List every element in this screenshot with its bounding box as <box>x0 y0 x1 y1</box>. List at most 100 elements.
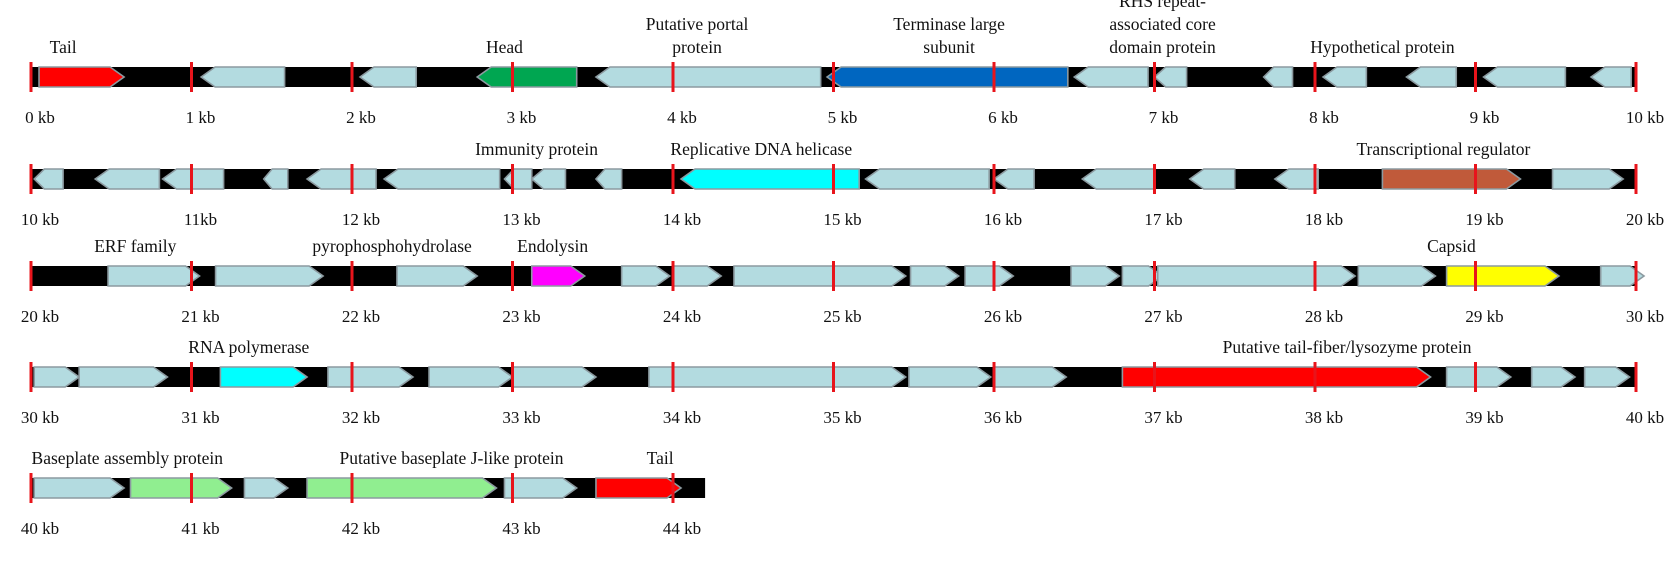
kb-tick <box>350 62 354 92</box>
kb-tick <box>1474 261 1477 291</box>
gene-arrow <box>1482 66 1567 88</box>
gene-arrow <box>1405 66 1458 88</box>
kb-tick <box>190 362 193 392</box>
kb-tick <box>190 473 193 503</box>
kb-tick <box>1153 362 1156 392</box>
gene-label-line: Endolysin <box>517 236 588 256</box>
gene-arrow <box>908 366 993 388</box>
kb-tick <box>350 473 354 503</box>
kb-tick-label: 13 kb <box>502 210 540 229</box>
gene-label-line: Transcriptional regulator <box>1356 139 1530 159</box>
kb-tick-label: 29 kb <box>1465 307 1503 326</box>
gene-arrow <box>1321 66 1368 88</box>
kb-tick-label: 8 kb <box>1309 108 1339 127</box>
gene-arrow <box>33 477 126 499</box>
kb-tick-label: 30 kb <box>21 408 59 427</box>
gene-label-line: Head <box>486 37 523 57</box>
gene-label: Tail <box>50 37 77 57</box>
gene-arrow <box>358 66 418 88</box>
gene-arrow <box>1188 168 1236 190</box>
gene-arrow <box>992 168 1035 190</box>
kb-tick-label: 26 kb <box>984 307 1022 326</box>
kb-tick-label: 36 kb <box>984 408 1022 427</box>
gene-arrow <box>1445 366 1513 388</box>
gene-label-line: Putative tail-fiber/lysozyme protein <box>1223 337 1472 357</box>
gene-label-line: Hypothetical protein <box>1310 37 1455 57</box>
kb-tick <box>511 164 514 194</box>
gene-arrow <box>327 366 415 388</box>
kb-tick <box>671 164 675 194</box>
gene-arrow <box>219 366 309 388</box>
kb-tick <box>1313 164 1317 194</box>
gene-arrow <box>306 477 498 499</box>
gene-arrow <box>428 366 514 388</box>
kb-tick-label: 14 kb <box>663 210 701 229</box>
gene-arrow <box>475 66 578 88</box>
kb-tick <box>29 362 33 392</box>
kb-tick-label: 23 kb <box>502 307 540 326</box>
kb-tick-label: 10 kb <box>1626 108 1664 127</box>
kb-tick <box>190 62 193 92</box>
kb-tick-label: 35 kb <box>823 408 861 427</box>
kb-tick-label: 12 kb <box>342 210 380 229</box>
gene-arrow <box>530 168 567 190</box>
kb-tick <box>190 164 193 194</box>
kb-tick <box>1474 362 1477 392</box>
gene-label: Immunity protein <box>475 139 598 159</box>
kb-tick <box>1313 62 1317 92</box>
kb-tick <box>511 62 514 92</box>
kb-tick-label: 4 kb <box>667 108 697 127</box>
gene-arrow <box>679 168 860 190</box>
gene-arrow <box>503 477 579 499</box>
kb-tick <box>1313 261 1317 291</box>
kb-tick-label: 30 kb <box>1626 307 1664 326</box>
gene-label: Head <box>486 37 523 57</box>
kb-tick <box>671 473 675 503</box>
gene-arrow <box>1080 168 1156 190</box>
kb-tick-label: 18 kb <box>1305 210 1343 229</box>
gene-arrow <box>595 477 683 499</box>
kb-tick <box>832 62 835 92</box>
gene-label-line: Putative baseplate J-like protein <box>339 448 563 468</box>
kb-tick-label: 44 kb <box>663 519 701 538</box>
genome-row-1: 0 kb 1 kb 2 kb 3 kb 4 kb 5 kb 6 kb 7 kb 8 kb 9 kb… <box>25 0 1664 127</box>
kb-tick-label: 25 kb <box>823 307 861 326</box>
gene-arrow <box>214 265 325 287</box>
kb-tick-label: 39 kb <box>1465 408 1503 427</box>
gene-label-line: RHS repeat- <box>1119 0 1206 11</box>
gene-arrow <box>1153 66 1188 88</box>
kb-tick-label: 2 kb <box>346 108 376 127</box>
gene-arrow <box>530 265 587 287</box>
kb-tick-label: 19 kb <box>1465 210 1503 229</box>
kb-tick-label: 41 kb <box>181 519 219 538</box>
gene-label: Putative portal protein <box>646 14 749 57</box>
kb-tick-label: 3 kb <box>507 108 537 127</box>
gene-label: Replicative DNA helicase <box>670 139 852 159</box>
kb-tick <box>190 261 193 291</box>
kb-tick <box>1474 164 1477 194</box>
gene-label-line: RNA polymerase <box>188 337 309 357</box>
gene-arrow <box>33 366 81 388</box>
gene-arrow <box>993 366 1068 388</box>
gene-label: ERF family <box>94 236 176 256</box>
gene-arrow <box>1070 265 1121 287</box>
gene-arrow <box>648 366 908 388</box>
kb-tick-label: 38 kb <box>1305 408 1343 427</box>
kb-tick <box>511 362 514 392</box>
genome-row-3: 20 kb 21 kb 22 kb 23 kb 24 kb 25 kb 26 kb 27 kb… <box>21 236 1664 326</box>
gene-label: RNA polymerase <box>188 337 309 357</box>
gene-label-line: subunit <box>923 37 975 57</box>
kb-tick-label: 15 kb <box>823 210 861 229</box>
kb-tick-label: 5 kb <box>828 108 858 127</box>
gene-label-line: Capsid <box>1427 236 1476 256</box>
gene-label-line: Tail <box>647 448 674 468</box>
kb-tick-label: 42 kb <box>342 519 380 538</box>
kb-tick <box>350 362 354 392</box>
gene-arrow <box>733 265 908 287</box>
gene-arrow <box>396 265 479 287</box>
gene-label-line: domain protein <box>1109 37 1216 57</box>
kb-tick <box>29 473 33 503</box>
gene-arrow <box>382 168 501 190</box>
kb-tick <box>671 62 675 92</box>
